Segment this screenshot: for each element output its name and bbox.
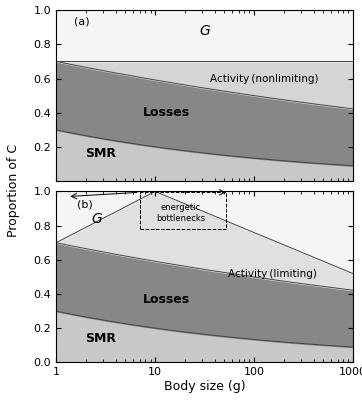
Text: G: G <box>92 212 102 226</box>
Text: Losses: Losses <box>142 293 189 306</box>
X-axis label: Body size (g): Body size (g) <box>164 380 245 393</box>
Text: (b): (b) <box>77 200 93 210</box>
Text: (a): (a) <box>74 17 89 27</box>
Text: Losses: Losses <box>142 106 189 119</box>
Text: Activity (limiting): Activity (limiting) <box>228 269 317 279</box>
Text: G: G <box>199 23 210 38</box>
Text: SMR: SMR <box>85 332 116 345</box>
Text: energetic
bottlenecks: energetic bottlenecks <box>156 203 205 222</box>
Text: Proportion of C: Proportion of C <box>7 144 20 237</box>
Text: SMR: SMR <box>85 147 116 160</box>
Text: Activity (nonlimiting): Activity (nonlimiting) <box>210 75 318 84</box>
